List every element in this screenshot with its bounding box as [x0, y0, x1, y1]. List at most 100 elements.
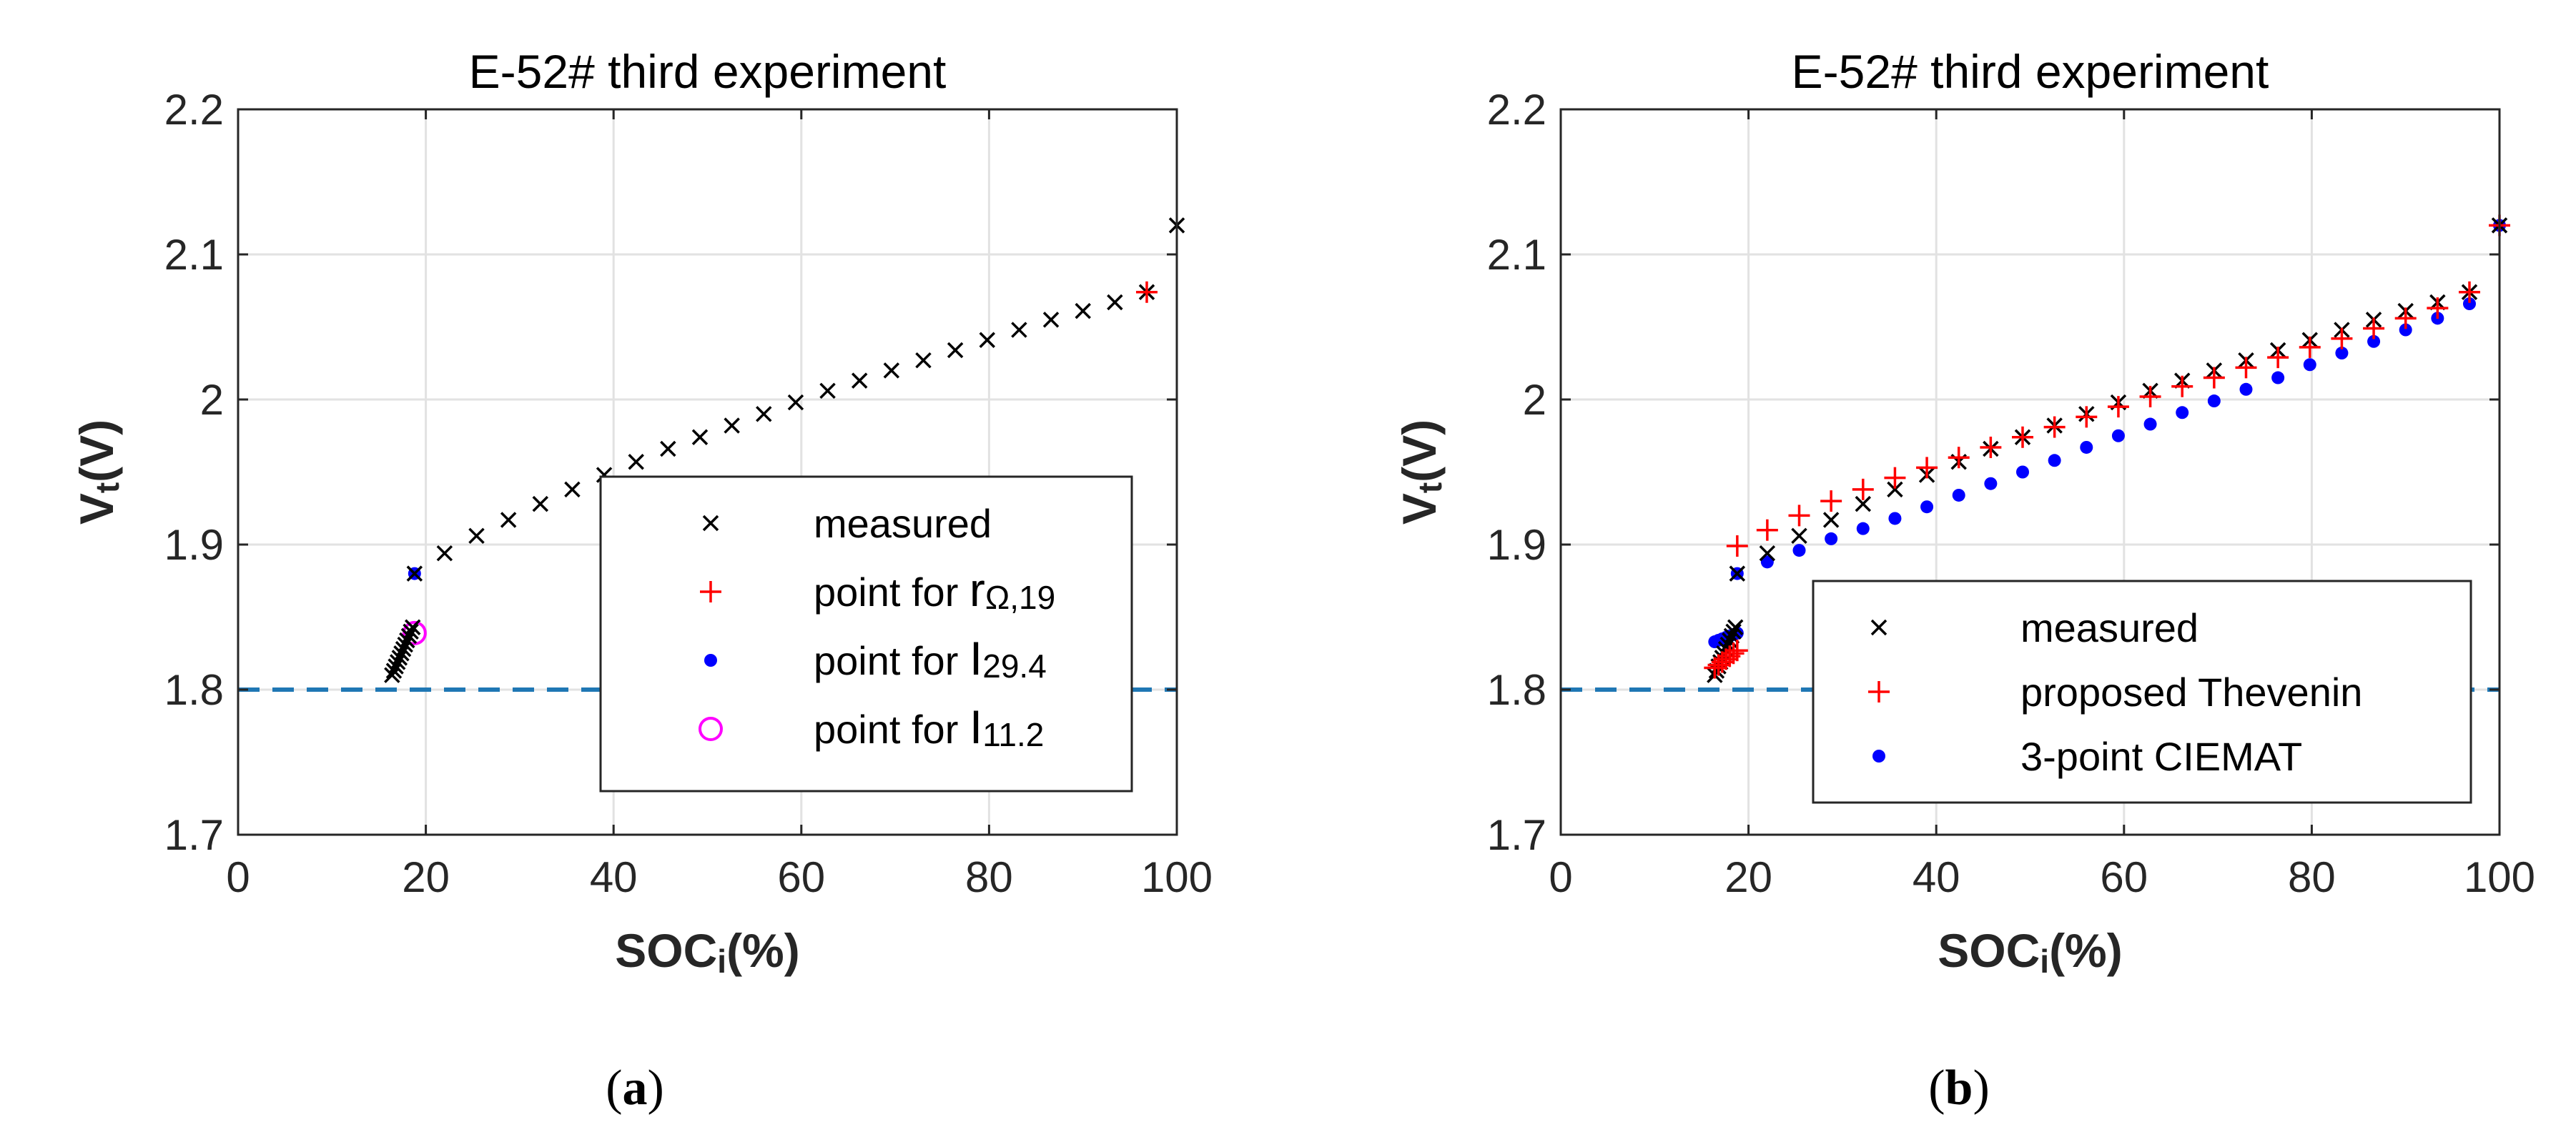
data-point [1791, 527, 1807, 545]
data-point [1042, 312, 1060, 328]
legend-label-sub: 29.4 [982, 647, 1047, 685]
legend-entry-1: point for rΩ,19 [700, 563, 1055, 616]
legend-label-text: measured [814, 501, 992, 546]
x-axis-label: SOCi(%) [1938, 924, 2122, 980]
data-point [2143, 417, 2157, 431]
data-point [468, 527, 485, 545]
y-axis-label-unit: (V) [1393, 419, 1446, 482]
data-point [1948, 447, 1970, 469]
data-point [787, 394, 804, 411]
data-point [2011, 426, 2033, 448]
y-tick-label: 2.2 [164, 86, 224, 134]
data-point [1920, 500, 1934, 514]
panel-caption: (a) [606, 1061, 664, 1116]
data-point [2080, 440, 2093, 454]
legend-label-text: measured [2020, 605, 2199, 650]
panel-caption: (b) [1928, 1061, 1990, 1116]
legend-label-text: 3-point CIEMAT [2020, 734, 2302, 779]
data-point [2176, 406, 2189, 419]
data-point [756, 406, 772, 422]
data-point [384, 667, 400, 683]
y-tick-label: 1.9 [1487, 521, 1546, 569]
panel-caption-letter: b [1945, 1061, 1973, 1116]
data-point [2267, 347, 2289, 369]
legend-marker [1870, 619, 1887, 636]
data-point [2207, 394, 2221, 408]
y-tick-label: 1.7 [164, 811, 224, 859]
data-point [819, 382, 836, 399]
data-point [389, 654, 406, 670]
y-tick-label: 2.2 [1487, 86, 1546, 134]
legend-label: point for I29.4 [814, 632, 1047, 685]
data-point [2299, 336, 2321, 358]
x-tick-label: 80 [965, 853, 1013, 901]
y-tick-label: 2 [200, 376, 224, 424]
data-point [691, 429, 709, 446]
x-tick-label: 60 [2100, 853, 2148, 901]
data-point [1760, 555, 1774, 569]
panel-b: 0 20 40 60 80 100 1.7 1.8 1.9 2 2.1 2.2 E-52# third … [1393, 45, 2535, 1116]
data-point [1820, 490, 1842, 512]
legend-label-text: point for [814, 638, 969, 683]
data-point [1756, 519, 1778, 541]
x-tick-label: 80 [2288, 853, 2336, 901]
data-point [1825, 532, 1838, 545]
data-point [500, 512, 517, 528]
chart-title: E-52# third experiment [469, 45, 947, 98]
data-point [1916, 457, 1938, 479]
x-axis-label-main: SOC [1938, 924, 2040, 977]
legend-marker [699, 717, 723, 741]
legend-label: point for I11.2 [814, 700, 1044, 753]
data-point [1792, 544, 1806, 557]
legend-label: measured [814, 501, 992, 546]
x-axis-label-sub: i [717, 943, 726, 980]
x-tick-label: 40 [1913, 853, 1960, 901]
data-point [391, 650, 408, 666]
data-point [1075, 302, 1091, 319]
panel-caption-open: ( [606, 1061, 622, 1116]
panel-caption-letter: a [623, 1061, 648, 1116]
data-point [1980, 436, 2002, 458]
data-point [979, 332, 996, 349]
data-point [2427, 297, 2449, 319]
legend-label-sub: Ω,19 [985, 579, 1055, 616]
y-axis-label-sub: t [89, 482, 126, 493]
y-axis-label: Vt(V) [1393, 419, 1449, 525]
data-point [2394, 307, 2417, 329]
data-point [1726, 535, 1748, 557]
panel-a: 0 20 40 60 80 100 1.7 1.8 1.9 2 2.1 2.2 E-52# third … [70, 45, 1213, 1116]
data-point [403, 623, 419, 640]
data-point [399, 632, 415, 649]
data-point [1822, 512, 1840, 528]
y-axis-label-main: V [70, 493, 123, 525]
x-axis-label: SOCi(%) [615, 924, 799, 980]
y-tick-label: 1.8 [164, 666, 224, 714]
legend-label: measured [2020, 605, 2199, 650]
legend-label: point for rΩ,19 [814, 563, 1055, 616]
series-1 [1704, 214, 2510, 679]
data-point [1852, 478, 1874, 500]
data-point [385, 662, 403, 679]
data-point [2015, 465, 2029, 479]
data-point [2335, 347, 2349, 360]
x-tick-label: 20 [402, 853, 450, 901]
data-point [2235, 357, 2257, 379]
data-point [2203, 367, 2225, 389]
legend-entry-2: point for I29.4 [704, 632, 1047, 685]
data-point [1759, 545, 1776, 562]
chart-title: E-52# third experiment [1792, 45, 2269, 98]
legend-label: proposed Thevenin [2020, 670, 2362, 715]
legend-label-symbol: r [969, 563, 985, 616]
y-tick-label: 2 [1523, 376, 1546, 424]
data-point [2076, 406, 2098, 428]
data-point [1107, 294, 1123, 311]
legend-marker [1872, 750, 1885, 763]
data-point [1722, 642, 1745, 665]
data-point [2171, 375, 2193, 397]
data-point [436, 545, 453, 562]
data-point [724, 417, 740, 434]
legend-label-text: point for [814, 570, 969, 615]
data-point [883, 362, 900, 379]
